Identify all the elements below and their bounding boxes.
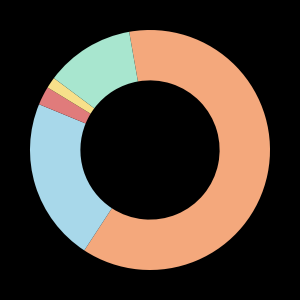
Wedge shape — [54, 32, 138, 108]
Wedge shape — [84, 30, 270, 270]
Wedge shape — [30, 104, 112, 250]
Wedge shape — [48, 78, 94, 114]
Wedge shape — [39, 88, 91, 124]
